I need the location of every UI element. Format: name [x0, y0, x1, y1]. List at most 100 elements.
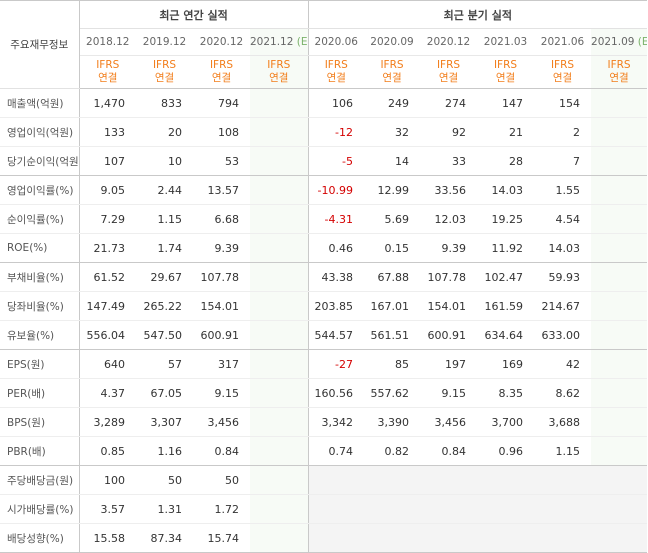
value-cell: 13.57	[193, 175, 250, 205]
value-cell: -27	[307, 349, 365, 379]
value-cell	[250, 349, 309, 379]
value-cell	[250, 320, 309, 350]
value-cell: 265.22	[136, 291, 193, 321]
estimate-marker: (E)	[296, 36, 308, 48]
ifrs-label: IFRS	[267, 59, 291, 71]
value-cell: 557.62	[364, 378, 421, 408]
value-cell: 6.68	[193, 204, 250, 234]
value-cell: 0.74	[307, 436, 365, 466]
value-cell: 59.93	[534, 262, 592, 292]
period-label: 2018.12	[86, 36, 130, 48]
value-cell: 106	[307, 88, 365, 118]
value-cell: 50	[193, 465, 250, 495]
value-cell	[591, 204, 648, 234]
value-cell: 1.72	[193, 494, 250, 524]
consolidated-label: 연결	[154, 72, 175, 84]
value-cell: 154.01	[193, 291, 250, 321]
row-label: 매출액(억원)	[0, 88, 80, 118]
value-cell: 133	[79, 117, 136, 147]
row-label: 배당성향(%)	[0, 523, 80, 553]
period-header-quarter-4: 2021.06	[534, 28, 592, 56]
value-cell: 7.29	[79, 204, 136, 234]
value-cell: 317	[193, 349, 250, 379]
value-cell: 20	[136, 117, 193, 147]
ifrs-label: IFRS	[96, 59, 120, 71]
value-cell: 3,688	[534, 407, 592, 437]
value-cell	[250, 204, 309, 234]
value-cell: 0.82	[364, 436, 421, 466]
value-cell	[591, 407, 648, 437]
value-cell	[591, 523, 648, 553]
period-header-quarter-0: 2020.06	[307, 28, 365, 56]
period-header-annual-2: 2020.12	[193, 28, 250, 56]
table-body: 매출액(억원) 1,470 833 794 106 249 274 147 154 영업이익(억원…	[0, 88, 648, 553]
value-cell: 167.01	[364, 291, 421, 321]
value-cell: 147	[477, 88, 535, 118]
value-cell: 633.00	[534, 320, 592, 350]
table-row: 당기순이익(억원) 107 10 53 -5 14 33 28 7	[0, 146, 648, 176]
table-row: BPS(원) 3,289 3,307 3,456 3,342 3,390 3,456 3,70…	[0, 407, 648, 437]
value-cell	[591, 262, 648, 292]
value-cell: 7	[534, 146, 592, 176]
value-cell: 197	[420, 349, 478, 379]
value-cell: 15.74	[193, 523, 250, 553]
value-cell: 0.96	[477, 436, 535, 466]
period-label: 2020.12	[426, 36, 471, 48]
row-label: 순이익률(%)	[0, 204, 80, 234]
value-cell: 9.39	[193, 233, 250, 263]
value-cell: 154	[534, 88, 592, 118]
value-cell: 9.39	[420, 233, 478, 263]
row-label: PBR(배)	[0, 436, 80, 466]
value-cell	[307, 465, 365, 495]
value-cell	[307, 523, 365, 553]
consolidated-label: 연결	[269, 72, 289, 84]
ifrs-label: IFRS	[493, 59, 518, 71]
value-cell: 0.84	[420, 436, 478, 466]
period-header-annual-3: 2021.12 (E)	[250, 28, 309, 56]
value-cell: 10	[136, 146, 193, 176]
period-header-row: 2018.12 2019.12 2020.12 2021.12 (E) 2020.06 2…	[0, 28, 648, 56]
value-cell: 1.15	[534, 436, 592, 466]
ifrs-header-row: IFRS 연결 IFRS 연결 IFRS 연결 IFRS 연결 IFRS 연결 IFRS 연결 IFRS…	[0, 55, 648, 89]
value-cell	[534, 465, 592, 495]
value-cell: 3,307	[136, 407, 193, 437]
period-header-annual-0: 2018.12	[79, 28, 136, 56]
value-cell: -12	[307, 117, 365, 147]
value-cell	[250, 494, 309, 524]
value-cell	[591, 233, 648, 263]
value-cell: 3,390	[364, 407, 421, 437]
value-cell: 640	[79, 349, 136, 379]
value-cell	[364, 494, 421, 524]
value-cell: 0.46	[307, 233, 365, 263]
consolidated-label: 연결	[609, 72, 629, 84]
period-header-quarter-5: 2021.09 (E)	[591, 28, 648, 56]
value-cell: 5.69	[364, 204, 421, 234]
ifrs-label: IFRS	[209, 59, 234, 71]
value-cell: 4.54	[534, 204, 592, 234]
value-cell	[250, 465, 309, 495]
value-cell	[477, 465, 535, 495]
row-title-header: 주요재무정보	[0, 0, 80, 89]
value-cell: 3,289	[79, 407, 136, 437]
value-cell: 67.88	[364, 262, 421, 292]
value-cell: 107	[79, 146, 136, 176]
value-cell: 42	[534, 349, 592, 379]
table-row: 매출액(억원) 1,470 833 794 106 249 274 147 154	[0, 88, 648, 118]
ifrs-label: IFRS	[324, 59, 348, 71]
table-row: 시가배당률(%) 3.57 1.31 1.72	[0, 494, 648, 524]
value-cell: 19.25	[477, 204, 535, 234]
value-cell: 85	[364, 349, 421, 379]
value-cell: 107.78	[420, 262, 478, 292]
period-label: 2021.12	[250, 36, 294, 48]
value-cell: 214.67	[534, 291, 592, 321]
value-cell: 53	[193, 146, 250, 176]
ifrs-label: IFRS	[436, 59, 461, 71]
value-cell	[250, 523, 309, 553]
value-cell: 32	[364, 117, 421, 147]
value-cell: 160.56	[307, 378, 365, 408]
period-label: 2021.09	[591, 36, 635, 48]
period-label: 2020.06	[314, 36, 358, 48]
value-cell	[591, 436, 648, 466]
ifrs-badge-annual-3: IFRS 연결	[250, 55, 309, 89]
